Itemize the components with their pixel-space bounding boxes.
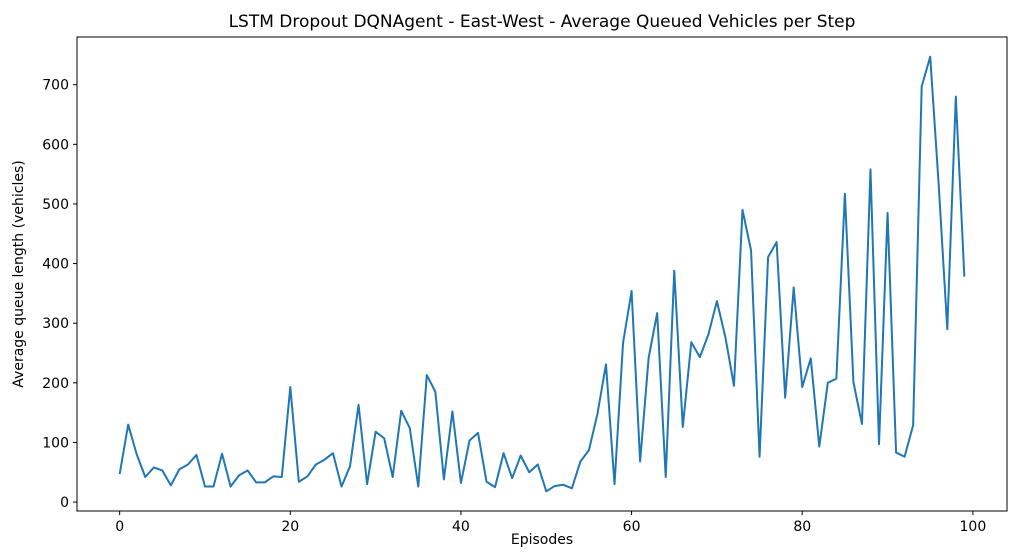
plot-area [118,55,966,493]
x-tick-label: 20 [281,519,299,535]
plot-frame [76,36,1008,512]
x-tick-label: 60 [623,519,641,535]
chart-title: LSTM Dropout DQNAgent - East-West - Aver… [229,12,856,32]
y-tick-label: 400 [42,257,69,273]
x-tick-label: 40 [452,519,470,535]
y-tick-label: 0 [60,495,69,511]
y-tick-label: 100 [42,435,69,451]
y-tick-label: 300 [42,316,69,332]
x-axis-label: Episodes [511,532,573,548]
y-axis-label: Average queue length (vehicles) [11,160,27,387]
x-tick-label: 80 [793,519,811,535]
y-tick-label: 700 [42,78,69,94]
y-tick-label: 600 [42,137,69,153]
x-tick-label: 100 [960,519,987,535]
x-tick-label: 0 [115,519,124,535]
y-tick-label: 500 [42,197,69,213]
x-axis-ticks: 0 20 40 60 80 100 [115,511,986,535]
y-axis-ticks: 0 100 200 300 400 500 600 700 [42,78,77,511]
y-tick-label: 200 [42,376,69,392]
series-line [118,55,966,493]
